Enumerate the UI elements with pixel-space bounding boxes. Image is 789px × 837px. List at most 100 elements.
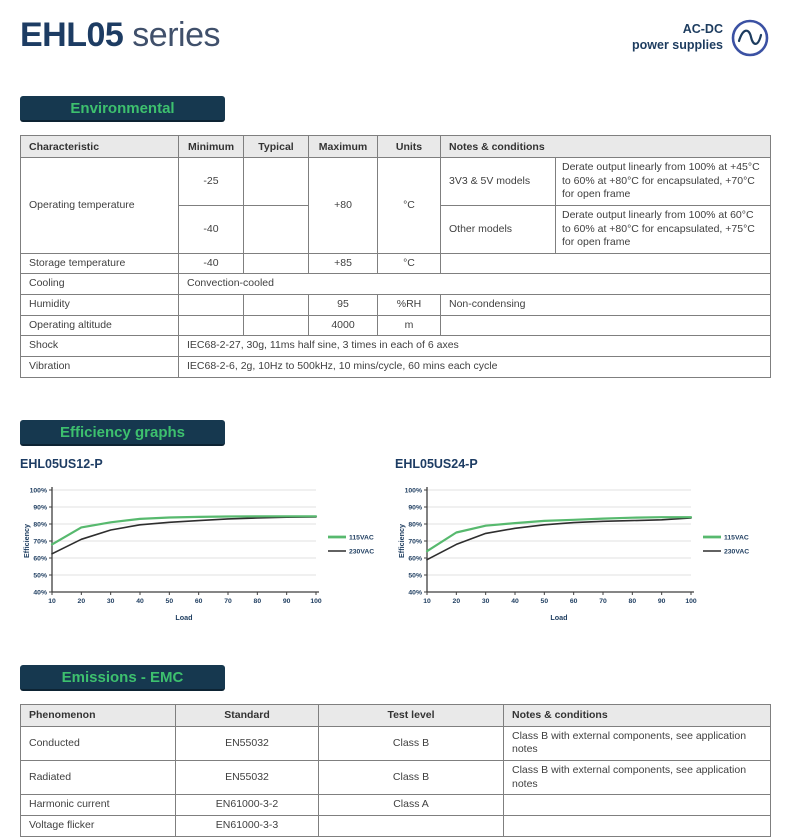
cell-test-level	[318, 814, 504, 837]
svg-text:90: 90	[658, 598, 666, 605]
svg-text:70: 70	[599, 598, 607, 605]
cell-phenomenon: Harmonic current	[20, 794, 176, 816]
table-row-harmonic-current: Harmonic current EN61000-3-2 Class A	[20, 794, 771, 816]
cell-test-level: Class B	[318, 725, 504, 761]
col-minimum: Minimum	[178, 135, 244, 158]
section-emissions-emc: Emissions - EMC Phenomenon Standard Test…	[20, 664, 771, 837]
svg-text:70: 70	[224, 598, 232, 605]
table-row-cooling: Cooling Convection-cooled	[20, 273, 772, 296]
cell-notes	[439, 252, 772, 275]
svg-text:100: 100	[685, 598, 697, 605]
cell-typical	[243, 252, 309, 275]
cell-minimum	[178, 294, 244, 316]
svg-text:115VAC: 115VAC	[724, 534, 749, 541]
cell-typical	[243, 204, 309, 254]
ac-sine-wave-icon	[730, 18, 770, 58]
svg-text:80%: 80%	[33, 521, 47, 528]
cell-notes	[503, 794, 771, 816]
svg-text:30: 30	[482, 598, 490, 605]
svg-text:90%: 90%	[33, 504, 47, 511]
table-row-operating-temp-1: Operating temperature -25 +80 °C 3V3 & 5…	[20, 157, 772, 254]
cell-phenomenon: Radiated	[20, 759, 176, 796]
chart-ehl05us24: EHL05US24-P 40% 50% 60% 70% 80% 90% 100% 10 20 30…	[395, 457, 770, 632]
efficiency-chart-24v: 40% 50% 60% 70% 80% 90% 100% 10 20 30 40 50 60 70 80 90…	[397, 486, 749, 622]
chart-ehl05us12: EHL05US12-P 40% 50% 60% 70% 80% 90% 100% 10 20 30…	[20, 457, 395, 632]
svg-text:40%: 40%	[408, 589, 422, 596]
cell-notes: Non-condensing	[439, 294, 772, 316]
svg-text:100%: 100%	[405, 487, 422, 494]
cell-value: Convection-cooled	[177, 273, 772, 296]
col-units: Units	[377, 135, 441, 158]
cell-notes: Class B with external components, see ap…	[503, 725, 771, 761]
table-header-row: Characteristic Minimum Typical Maximum U…	[20, 135, 772, 158]
brand-block: AC-DC power supplies	[632, 18, 770, 58]
col-notes: Notes & conditions	[439, 135, 772, 158]
svg-text:90%: 90%	[408, 504, 422, 511]
cell-phenomenon: Voltage flicker	[20, 814, 176, 837]
chart-title: EHL05US12-P	[20, 456, 103, 471]
brand-text: AC-DC power supplies	[632, 22, 723, 53]
brand-line1: AC-DC	[682, 22, 723, 37]
section-environmental: Environmental Characteristic Minimum Typ…	[20, 96, 772, 378]
cell-test-level: Class A	[318, 794, 504, 816]
cell-characteristic: Humidity	[20, 294, 179, 316]
cell-units: °C	[377, 157, 441, 254]
svg-text:80%: 80%	[408, 521, 422, 528]
col-standard: Standard	[175, 703, 319, 727]
table-row-radiated: Radiated EN55032 Class B Class B with ex…	[20, 759, 771, 796]
page-title: EHL05 series	[20, 16, 220, 55]
svg-text:60%: 60%	[408, 555, 422, 562]
page-header: EHL05 series AC-DC power supplies	[20, 14, 770, 72]
chart-title: EHL05US24-P	[395, 456, 478, 471]
cell-standard: EN55032	[175, 725, 319, 761]
cell-note-text: Derate output linearly from 100% at 60°C…	[554, 204, 772, 254]
cell-characteristic: Cooling	[20, 273, 179, 296]
cell-typical	[243, 314, 309, 337]
col-phenomenon: Phenomenon	[20, 703, 176, 727]
cell-units: m	[377, 314, 441, 337]
table-row-operating-temp-2: -40 Other models Derate output linearly …	[21, 204, 772, 254]
svg-text:60: 60	[570, 598, 578, 605]
svg-text:70%: 70%	[33, 538, 47, 545]
svg-text:40%: 40%	[33, 589, 47, 596]
svg-text:10: 10	[48, 598, 56, 605]
emissions-table: Phenomenon Standard Test level Notes & c…	[20, 703, 771, 837]
cell-characteristic: Vibration	[20, 356, 179, 378]
table-row-conducted: Conducted EN55032 Class B Class B with e…	[20, 725, 771, 761]
table-row-voltage-flicker: Voltage flicker EN61000-3-3	[20, 814, 771, 837]
svg-text:50: 50	[541, 598, 549, 605]
cell-units: %RH	[377, 294, 441, 316]
col-typical: Typical	[243, 135, 309, 158]
section-badge-emissions: Emissions - EMC	[20, 664, 225, 691]
svg-text:20: 20	[453, 598, 461, 605]
cell-test-level: Class B	[318, 759, 504, 796]
cell-minimum: -40	[178, 204, 244, 254]
series-name: EHL05	[20, 16, 124, 54]
cell-note-label: 3V3 & 5V models	[440, 157, 556, 206]
cell-characteristic: Shock	[20, 335, 179, 358]
cell-maximum: +80	[308, 157, 378, 254]
svg-text:Efficiency: Efficiency	[22, 524, 31, 558]
table-row-altitude: Operating altitude 4000 m	[20, 314, 772, 337]
svg-text:50%: 50%	[408, 572, 422, 579]
cell-value: IEC68-2-27, 30g, 11ms half sine, 3 times…	[177, 335, 772, 358]
svg-text:80: 80	[629, 598, 637, 605]
table-row-storage-temp: Storage temperature -40 +85 °C	[20, 252, 772, 275]
brand-line2: power supplies	[632, 38, 723, 52]
svg-text:80: 80	[254, 598, 262, 605]
svg-text:50: 50	[166, 598, 174, 605]
environmental-table: Characteristic Minimum Typical Maximum U…	[20, 135, 772, 378]
table-header-row: Phenomenon Standard Test level Notes & c…	[20, 703, 771, 727]
cell-units: °C	[377, 252, 441, 275]
section-efficiency-graphs: Efficiency graphs EHL05US12-P 40% 50% 60% 7…	[20, 419, 770, 632]
svg-text:230VAC: 230VAC	[349, 548, 374, 555]
cell-standard: EN55032	[175, 759, 319, 796]
svg-text:Load: Load	[550, 613, 567, 622]
svg-text:Efficiency: Efficiency	[397, 524, 406, 558]
cell-note-text: Derate output linearly from 100% at +45°…	[554, 157, 772, 206]
svg-text:Load: Load	[175, 613, 192, 622]
cell-characteristic: Storage temperature	[20, 252, 179, 275]
cell-standard: EN61000-3-3	[175, 814, 319, 837]
col-characteristic: Characteristic	[20, 135, 179, 158]
cell-typical	[243, 157, 309, 206]
